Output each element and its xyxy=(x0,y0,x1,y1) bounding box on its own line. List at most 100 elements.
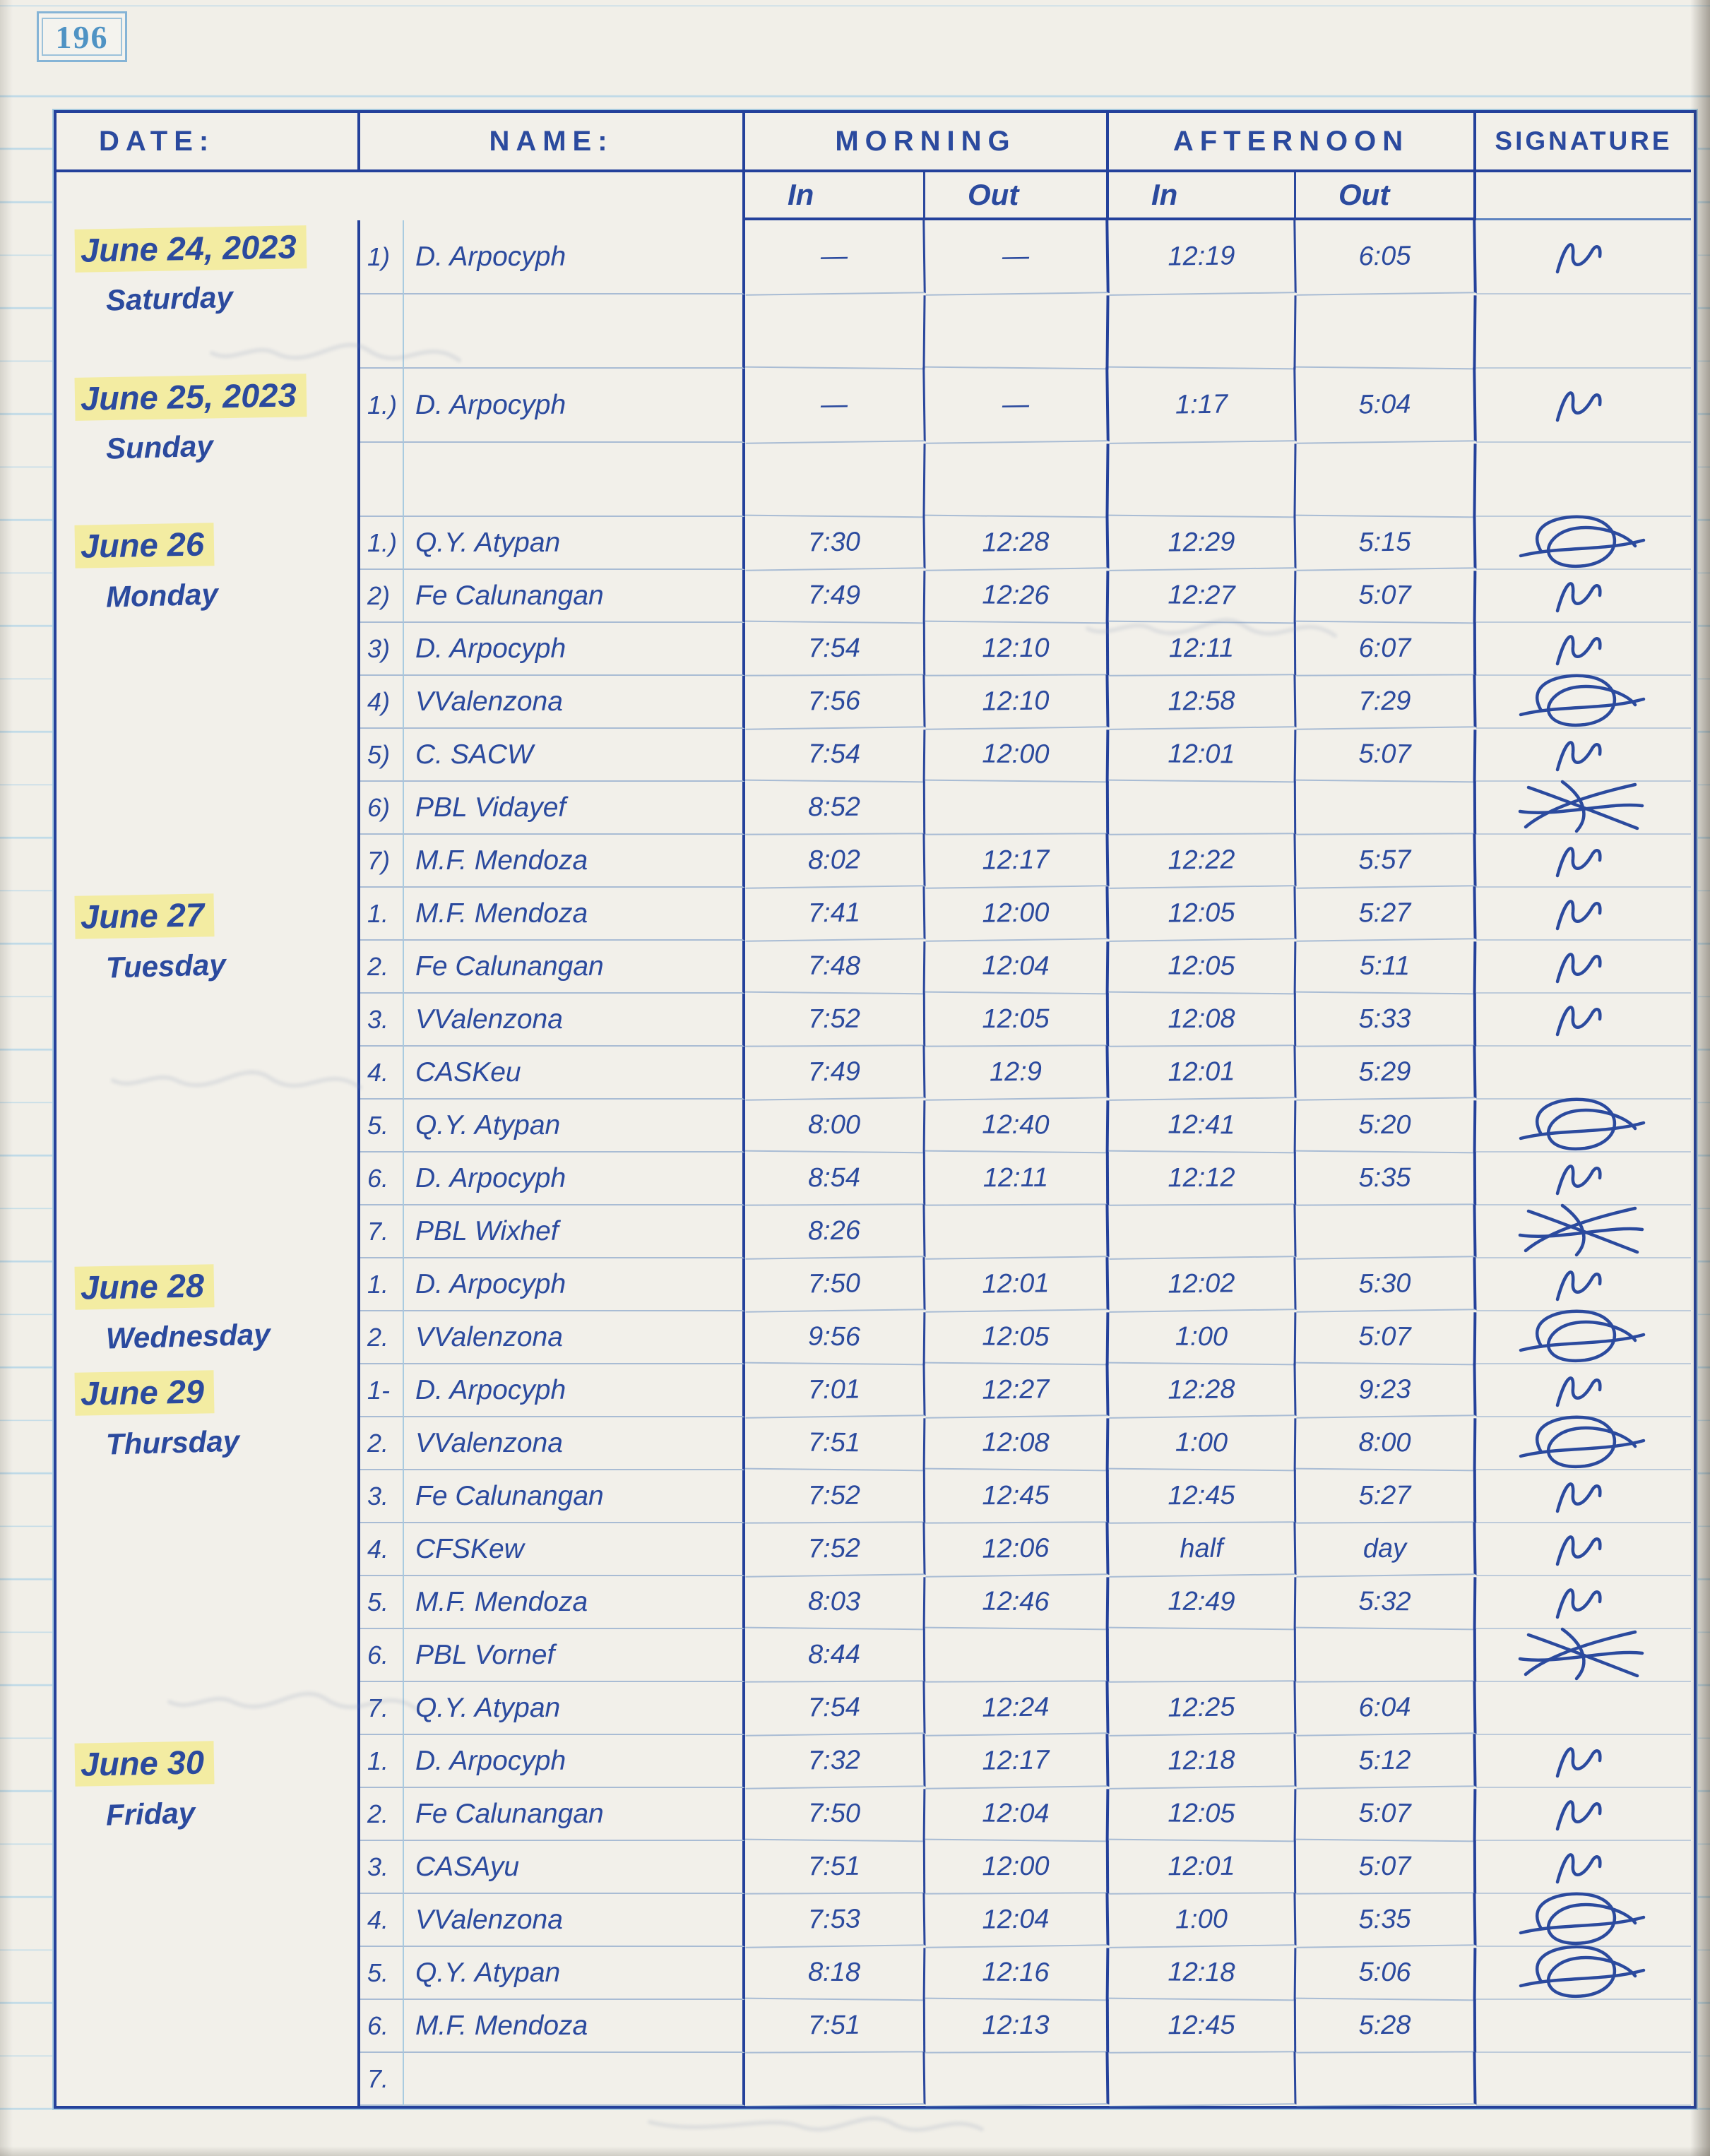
cell-name: VValenzona xyxy=(404,1894,745,1947)
cell-name: Fe Calunangan xyxy=(404,570,745,623)
cell-afternoon-in: 12:05 xyxy=(1108,886,1297,942)
cell-afternoon-out: 5:28 xyxy=(1295,1999,1477,2054)
cell-signature xyxy=(1476,729,1691,782)
cell-afternoon-in: 12:45 xyxy=(1108,1999,1297,2054)
row-number: 4) xyxy=(360,676,404,729)
cell-name: D. Arpocyph xyxy=(404,1153,745,1205)
cell-morning-out: 12:40 xyxy=(925,1098,1110,1154)
row-number: 1. xyxy=(360,1258,404,1311)
header-morning: MORNING xyxy=(745,113,1109,172)
cell-morning-in: — xyxy=(744,367,926,444)
signature-scribble xyxy=(1519,1892,1646,1946)
cell-name: PBL Vornef xyxy=(404,1629,745,1682)
cell-morning-in: 7:49 xyxy=(744,568,926,624)
cell-signature xyxy=(1476,443,1691,517)
page-number-box: 196 xyxy=(37,11,127,62)
cell-afternoon-out xyxy=(1295,293,1477,370)
cell-afternoon-out: 5:20 xyxy=(1295,1098,1477,1154)
cell-name: Fe Calunangan xyxy=(404,1470,745,1523)
cell-afternoon-out: 5:33 xyxy=(1295,993,1477,1047)
cell-afternoon-out: 5:07 xyxy=(1295,1840,1477,1895)
date-text: June 29 xyxy=(74,1370,215,1416)
cell-morning-out: 12:01 xyxy=(925,1257,1110,1313)
cell-signature xyxy=(1476,1415,1691,1470)
attendance-table: DATE: NAME: MORNING AFTERNOON SIGNATURE … xyxy=(52,109,1698,2110)
cell-morning-out xyxy=(925,1204,1110,1260)
subheader-afternoon-in: In xyxy=(1109,172,1296,220)
cell-morning-out: 12:17 xyxy=(925,1734,1110,1789)
cell-morning-in: 7:56 xyxy=(744,674,926,730)
signature-scribble xyxy=(1519,515,1646,568)
cell-afternoon-out: 8:00 xyxy=(1295,1416,1477,1472)
cell-name: D. Arpocyph xyxy=(404,1364,745,1417)
cell-name: D. Arpocyph xyxy=(404,1258,745,1311)
bleed-through-scribble xyxy=(167,1691,419,1711)
cell-signature xyxy=(1476,369,1691,443)
cell-morning-out: 12:05 xyxy=(925,993,1110,1047)
signature-scribble xyxy=(1555,846,1602,877)
cell-afternoon-in: 1:00 xyxy=(1108,1310,1297,1366)
cell-signature xyxy=(1476,1682,1691,1735)
cell-signature xyxy=(1476,1576,1691,1629)
cell-morning-in: 8:54 xyxy=(744,1152,926,1206)
day-of-week-text: Thursday xyxy=(105,1424,240,1461)
cell-name: C. SACW xyxy=(404,729,745,782)
bleed-through-scribble xyxy=(1086,618,1337,638)
cell-name: M.F. Mendoza xyxy=(404,2000,745,2053)
date-text: June 26 xyxy=(74,523,215,568)
cell-name: M.F. Mendoza xyxy=(404,888,745,941)
cell-morning-in: 7:30 xyxy=(744,516,926,571)
cell-afternoon-in xyxy=(1108,441,1297,518)
cell-name: PBL Wixhef xyxy=(404,1205,745,1258)
date-block: June 24, 2023 Saturday 1) D. Arpocyph — —12:1… xyxy=(57,219,1694,370)
cell-afternoon-out: 5:15 xyxy=(1295,516,1477,571)
cell-signature xyxy=(1476,941,1691,994)
date-text: June 28 xyxy=(74,1264,215,1310)
cell-afternoon-out: 5:07 xyxy=(1295,1787,1477,1842)
row-number: 6) xyxy=(360,782,404,835)
attendance-table-body: June 24, 2023 Saturday 1) D. Arpocyph — —12:1… xyxy=(57,219,1694,2107)
cell-name: Fe Calunangan xyxy=(404,941,745,994)
row-number: 5) xyxy=(360,729,404,782)
cell-morning-out: 12:00 xyxy=(925,727,1110,783)
row-number: 3) xyxy=(360,623,404,676)
day-of-week-text: Wednesday xyxy=(105,1317,271,1355)
signature-scribble xyxy=(1518,1203,1644,1256)
day-of-week-text: Tuesday xyxy=(105,948,227,984)
cell-morning-out: 12:05 xyxy=(925,1310,1110,1366)
cell-afternoon-in: 12:18 xyxy=(1108,1734,1297,1789)
cell-name xyxy=(404,294,745,369)
page-edge-shadow-bottom xyxy=(0,2146,1710,2156)
row-number: 3. xyxy=(360,1841,404,1894)
row-number: 5. xyxy=(360,1947,404,2000)
cell-afternoon-in xyxy=(1108,1628,1297,1683)
cell-date: June 29 Thursday xyxy=(57,1364,360,1735)
cell-morning-in: 7:50 xyxy=(744,1257,926,1313)
signature-scribble xyxy=(1555,1270,1602,1301)
row-number: 2. xyxy=(360,1788,404,1841)
cell-afternoon-out: 5:07 xyxy=(1295,727,1477,783)
cell-afternoon-out: 5:06 xyxy=(1295,1946,1477,2001)
page-edge-shadow-right xyxy=(1690,0,1710,2156)
cell-name: Q.Y. Atypan xyxy=(404,1100,745,1153)
header-afternoon: AFTERNOON xyxy=(1109,113,1476,172)
subheader-filler xyxy=(57,172,745,220)
cell-afternoon-in: 12:01 xyxy=(1108,1840,1297,1895)
cell-name xyxy=(404,443,745,517)
date-block: June 30 Friday 1. D. Arpocyph 7:32 12:17 12:18… xyxy=(57,1734,1694,2107)
page-edge-shadow-left xyxy=(0,0,13,2156)
cell-name: CFSKew xyxy=(404,1523,745,1576)
cell-afternoon-out xyxy=(1295,1204,1477,1260)
cell-morning-in: 7:52 xyxy=(744,1470,926,1524)
cell-afternoon-out: 5:11 xyxy=(1295,939,1477,995)
cell-name: CASAyu xyxy=(404,1841,745,1894)
cell-signature xyxy=(1476,1523,1691,1576)
cell-signature xyxy=(1476,994,1691,1047)
cell-morning-in: 7:54 xyxy=(744,727,926,783)
cell-morning-out: 12:04 xyxy=(925,1893,1110,1948)
cell-afternoon-out: 5:27 xyxy=(1295,1470,1477,1524)
cell-name: D. Arpocyph xyxy=(404,1735,745,1788)
bleed-through-scribble xyxy=(111,1070,362,1090)
row-number: 3. xyxy=(360,994,404,1047)
